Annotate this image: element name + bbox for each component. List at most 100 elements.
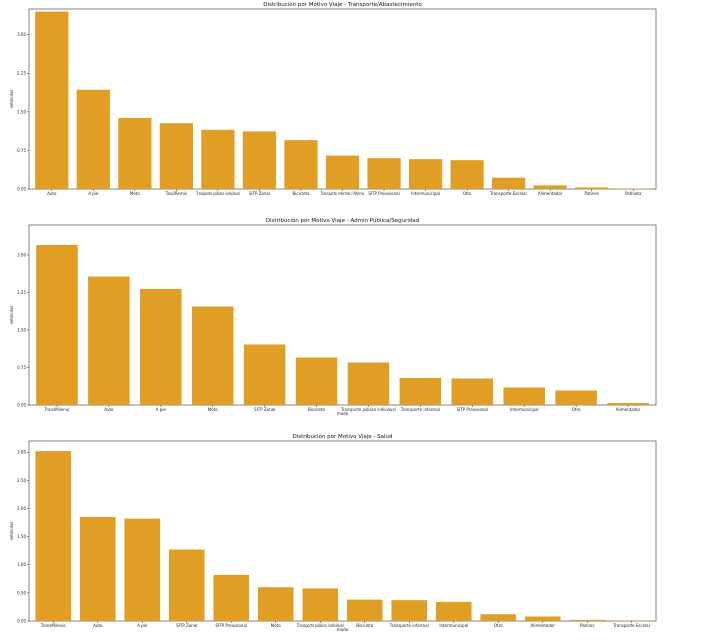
- x-tick-label: Bicicleta: [356, 623, 374, 628]
- x-tick-label: Intermunicipal: [411, 191, 440, 196]
- chart-title: Distribución por Motivo Viaje - Salud: [292, 433, 392, 440]
- bar: [616, 188, 650, 190]
- x-tick-label: Transporte público individual: [340, 407, 395, 412]
- x-tick-label: Moto: [271, 623, 281, 628]
- x-tick-label: A pie: [156, 407, 167, 412]
- bar: [76, 89, 110, 189]
- x-tick-label: Transporte informal: [389, 623, 429, 628]
- bar: [451, 378, 494, 405]
- bar: [391, 600, 428, 621]
- bar: [575, 187, 609, 189]
- bar: [607, 403, 649, 405]
- x-tick-label: Bicicleta: [292, 191, 310, 196]
- y-tick-label: 2.25: [17, 71, 26, 76]
- x-tick-label: SITP Provisional: [216, 623, 247, 628]
- x-tick-label: Auto: [104, 407, 114, 412]
- x-tick-label: A pie: [88, 191, 99, 196]
- bar: [435, 601, 472, 621]
- bar: [88, 276, 130, 405]
- bar: [533, 185, 567, 189]
- bar: [257, 587, 294, 621]
- bar: [168, 549, 205, 621]
- y-tick-label: 3.00: [17, 252, 26, 257]
- y-axis-label: vehículos: [9, 306, 14, 325]
- x-tick-label: Otro: [463, 191, 472, 196]
- bar: [35, 451, 72, 621]
- x-axis-label: modo: [337, 627, 349, 632]
- bar: [367, 158, 401, 189]
- bar: [524, 616, 561, 621]
- x-tick-label: Bicicleta: [308, 407, 326, 412]
- y-axis-label: vehículos: [9, 522, 14, 541]
- x-tick-label: Moto: [208, 407, 218, 412]
- y-tick-label: 2.50: [17, 478, 26, 483]
- bar: [191, 306, 234, 405]
- x-tick-label: SITP Zonal: [254, 407, 275, 412]
- bar: [201, 129, 235, 189]
- y-tick-label: 1.00: [17, 562, 26, 567]
- bar: [503, 387, 545, 405]
- y-tick-label: 1.50: [17, 534, 26, 539]
- x-tick-label: Intermunicipal: [510, 407, 539, 412]
- y-tick-label: 2.00: [17, 506, 26, 511]
- x-tick-label: Patineta: [625, 191, 642, 196]
- bar: [302, 588, 339, 621]
- bar: [295, 357, 338, 405]
- bar: [242, 131, 277, 189]
- x-tick-label: Auto: [93, 623, 103, 628]
- x-tick-label: Alimentador: [616, 407, 641, 412]
- plot-frame: [28, 440, 657, 622]
- y-tick-label: 0.00: [17, 402, 26, 407]
- x-tick-label: SITP Zonal: [249, 191, 270, 196]
- x-tick-label: A pie: [137, 623, 148, 628]
- bar: [140, 289, 182, 405]
- chart-title: Distribución por Motivo Viaje - Admin Pú…: [266, 217, 419, 224]
- y-tick-label: 3.00: [17, 450, 26, 455]
- bar: [118, 118, 152, 189]
- x-tick-label: TransMilenio: [44, 407, 70, 412]
- bar: [450, 160, 484, 189]
- x-tick-label: Transporte informal: [400, 407, 440, 412]
- y-tick-label: 2.25: [17, 290, 26, 295]
- bar: [213, 574, 250, 621]
- chart-title: Distribución por Motivo Viaje - Transpor…: [263, 1, 422, 8]
- x-tick-label: Patines: [580, 623, 594, 628]
- x-tick-label: Moto: [130, 191, 140, 196]
- x-tick-label: Transporte público individual: [195, 191, 239, 196]
- bar: [325, 155, 360, 189]
- x-tick-label: Taxi/Remis: [165, 191, 187, 196]
- bar: [408, 159, 443, 189]
- y-tick-label: 3.00: [17, 32, 26, 37]
- x-tick-label: Otro: [494, 623, 503, 628]
- bar: [35, 11, 69, 190]
- x-tick-label: SITP Provisional: [457, 407, 488, 412]
- x-tick-label: Transporte Escolar: [612, 623, 650, 628]
- y-axis-label: vehículos: [9, 90, 14, 109]
- x-tick-label: SITP Zonal: [176, 623, 197, 628]
- bar: [480, 614, 517, 621]
- bar: [243, 344, 286, 405]
- x-tick-label: Patines: [584, 191, 598, 196]
- x-tick-label: Otro: [572, 407, 581, 412]
- bar: [36, 245, 78, 405]
- y-tick-label: 0.75: [17, 148, 26, 153]
- bar: [79, 516, 116, 621]
- bar: [555, 390, 597, 405]
- x-tick-label: Transporte Escolar: [489, 191, 527, 196]
- y-tick-label: 1.50: [17, 327, 26, 332]
- x-tick-label: TransMilenio: [40, 623, 66, 628]
- y-tick-label: 0.50: [17, 590, 26, 595]
- bar: [346, 599, 383, 621]
- x-tick-label: Auto: [47, 191, 57, 196]
- x-tick-label: Transporte público individual: [296, 623, 344, 628]
- y-tick-label: 0.00: [17, 186, 26, 191]
- y-tick-label: 1.50: [17, 109, 26, 114]
- bar: [492, 177, 526, 189]
- x-tick-label: Alimentador: [530, 623, 555, 628]
- x-tick-label: Intermunicipal: [439, 623, 468, 628]
- x-tick-label: Transporte informal / Alterno: [320, 191, 365, 196]
- bar: [569, 619, 606, 621]
- y-tick-label: 0.75: [17, 365, 26, 370]
- x-axis-label: modo: [337, 411, 349, 416]
